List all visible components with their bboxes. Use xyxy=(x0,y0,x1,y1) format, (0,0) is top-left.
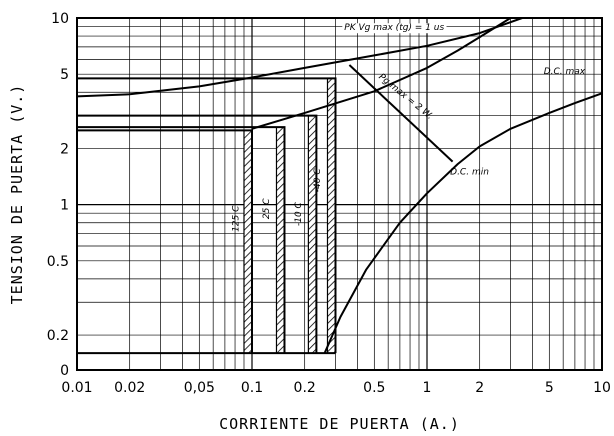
x-tick-label: 2 xyxy=(475,380,484,396)
x-tick-label: 10 xyxy=(593,380,611,396)
hatched-band xyxy=(276,127,285,354)
y-tick-label: 0.5 xyxy=(47,254,69,270)
temperature-boxes xyxy=(77,77,337,355)
plot-frame xyxy=(76,17,603,371)
annotation-label: 125 C xyxy=(232,205,242,232)
annotation-label: -10 C xyxy=(294,201,304,226)
tick-labels: 0.01 0.02 0,05 0.1 0.2 0.5 1 2 5 10 0 0.2 0.5 1 2 5 10 xyxy=(47,11,611,396)
x-tick-label: 1 xyxy=(423,380,432,396)
limit-box xyxy=(77,114,318,354)
hatched-band xyxy=(327,78,336,354)
y-tick-label: 1 xyxy=(60,198,69,214)
annotation-label: PK Vg max (tg) = 1 us xyxy=(344,23,444,33)
series-d-c-max xyxy=(76,17,523,98)
y-axis-label: TENSION DE PUERTA (V.) xyxy=(8,84,26,305)
hatched-band xyxy=(243,130,252,354)
x-axis-label: CORRIENTE DE PUERTA (A.) xyxy=(219,415,460,433)
limit-box xyxy=(77,126,286,354)
series-pg-max-2-w- xyxy=(348,64,454,163)
annotation-label: D.C. max xyxy=(544,67,586,77)
x-tick-label: 0.1 xyxy=(241,380,263,396)
x-tick-label: 0.02 xyxy=(114,380,145,396)
series-d-c-min xyxy=(323,92,603,354)
y-tick-label: 2 xyxy=(60,141,69,157)
x-tick-label: 0.2 xyxy=(294,380,316,396)
y-tick-label: 0 xyxy=(60,363,69,379)
annotation-label: 25 C xyxy=(262,198,272,219)
x-tick-label: 0.5 xyxy=(363,380,385,396)
x-tick-label: 0.01 xyxy=(61,380,92,396)
y-tick-label: 5 xyxy=(60,67,69,83)
limit-box xyxy=(77,77,337,354)
annotation-bg xyxy=(342,23,447,34)
series-curve-2 xyxy=(251,17,512,130)
y-tick-label: 10 xyxy=(51,11,69,27)
curves xyxy=(76,17,603,354)
x-tick-label: 0,05 xyxy=(184,380,215,396)
annotation-label: -40 C xyxy=(313,168,323,193)
x-tick-label: 5 xyxy=(545,380,554,396)
hatched-band xyxy=(308,115,317,354)
annotation-label: D.C. min xyxy=(450,168,489,178)
limit-box xyxy=(77,129,253,354)
y-tick-label: 0.2 xyxy=(47,328,69,344)
